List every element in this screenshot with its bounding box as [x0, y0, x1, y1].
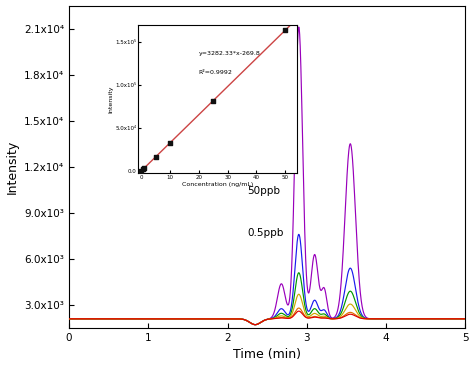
Text: 0.5ppb: 0.5ppb	[247, 228, 283, 238]
Text: 50ppb: 50ppb	[247, 186, 280, 196]
X-axis label: Time (min): Time (min)	[233, 348, 301, 361]
Y-axis label: Intensity: Intensity	[6, 140, 18, 194]
